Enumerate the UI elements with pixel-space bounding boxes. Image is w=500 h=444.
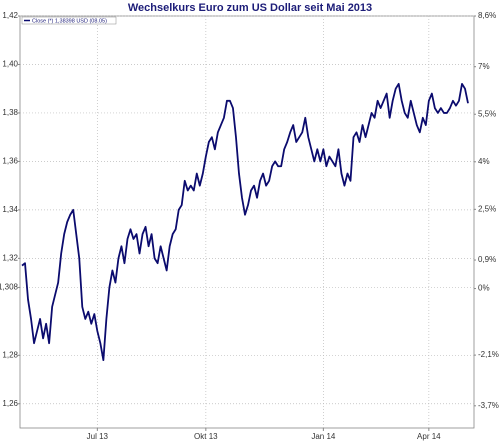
x-tick-label: Jul 13 [87, 432, 109, 441]
legend-box [21, 16, 117, 25]
y2-tick-label: -3,7% [478, 401, 499, 410]
y-tick-label: 1,28 [2, 350, 18, 359]
plot-frame [19, 15, 475, 429]
y2-tick-label: 0% [478, 284, 490, 293]
y-tick-label: 1,38 [2, 108, 18, 117]
y-tick-label: 1,34 [2, 205, 18, 214]
y-tick-label: 1,26 [2, 399, 18, 408]
legend: Close (*) 1,38398 USD (08.05) [21, 16, 117, 25]
series-line [21, 82, 469, 362]
y-tick-label: 1,36 [2, 157, 18, 166]
y-tick-label: 1,308 [0, 283, 19, 292]
y-tick-label: 1,32 [2, 253, 18, 262]
y2-tick-label: 5,5% [478, 109, 496, 118]
y-tick-label: 1,40 [2, 60, 18, 69]
y2-tick-label: 7% [478, 62, 490, 71]
y2-tick-label: 0,9% [478, 255, 496, 264]
y2-tick-label: 2,5% [478, 204, 496, 213]
y2-tick-label: 8,6% [478, 11, 496, 20]
x-tick-label: Jan 14 [311, 432, 336, 441]
legend-label: Close (*) 1,38398 USD (08.05) [32, 18, 107, 24]
chart-title: Wechselkurs Euro zum US Dollar seit Mai … [128, 2, 372, 14]
x-tick-label: Apr 14 [417, 432, 441, 441]
y-tick-label: 1,42 [2, 11, 18, 20]
y2-tick-label: 4% [478, 157, 490, 166]
y2-tick-label: -2,1% [478, 350, 499, 359]
x-tick-label: Okt 13 [194, 432, 218, 441]
